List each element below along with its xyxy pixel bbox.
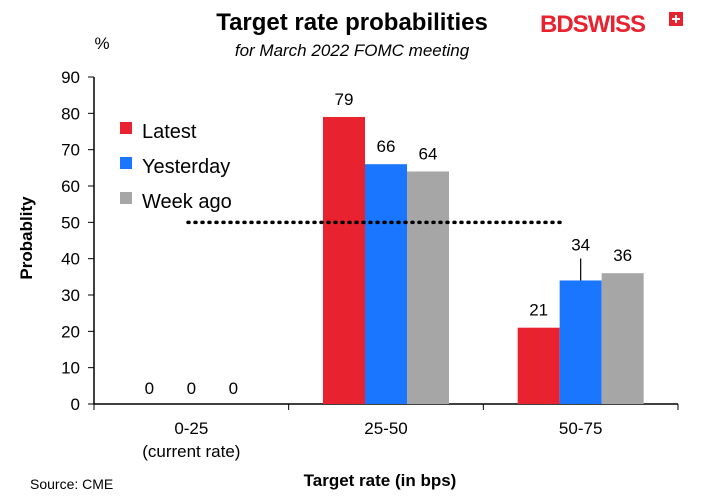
legend-swatch <box>120 157 132 169</box>
bar <box>407 171 449 404</box>
y-axis-unit: % <box>94 34 109 53</box>
legend-swatch <box>120 192 132 204</box>
x-tick-label: 0-25 <box>174 419 208 438</box>
legend-swatch <box>120 122 132 134</box>
data-label: 36 <box>613 246 632 265</box>
data-label: 34 <box>571 235 590 254</box>
bar <box>517 327 560 404</box>
y-axis-label: Probablity <box>17 196 36 280</box>
chart-legend: Latest Yesterday Week ago <box>120 121 232 213</box>
data-label: 21 <box>529 301 548 320</box>
bar <box>323 116 365 404</box>
data-label: 64 <box>419 144 438 163</box>
bar <box>365 164 407 404</box>
chart-subtitle: for March 2022 FOMC meeting <box>235 41 470 60</box>
source-note: Source: CME <box>30 476 113 492</box>
chart-bars <box>323 116 644 404</box>
bar <box>601 273 644 404</box>
data-label: 66 <box>377 137 396 156</box>
y-tick-label: 90 <box>61 68 80 87</box>
y-tick-label: 10 <box>61 359 80 378</box>
bar <box>559 280 602 404</box>
y-tick-label: 60 <box>61 177 80 196</box>
y-tick-label: 50 <box>61 213 80 232</box>
y-tick-label: 0 <box>71 395 80 414</box>
legend-label: Yesterday <box>142 156 230 178</box>
y-tick-label: 40 <box>61 250 80 269</box>
x-tick-label: 25-50 <box>364 419 407 438</box>
x-tick-label: 50-75 <box>559 419 602 438</box>
y-tick-label: 70 <box>61 141 80 160</box>
y-tick-label: 20 <box>61 322 80 341</box>
brand-logo: BDSWISS <box>540 11 683 38</box>
data-label: 0 <box>187 379 196 398</box>
data-label: 79 <box>335 90 354 109</box>
data-label: 0 <box>229 379 238 398</box>
brand-plus-v <box>675 15 677 23</box>
chart-axes: 0 10 20 30 40 50 60 70 80 90 0-25 (current rate) 25-… <box>61 68 679 461</box>
chart-data-labels: 0 79 21 0 66 34 0 64 36 <box>145 90 633 398</box>
legend-label: Latest <box>142 121 197 143</box>
chart-title: Target rate probabilities <box>216 9 488 36</box>
y-tick-label: 30 <box>61 286 80 305</box>
brand-logo-swiss: SWISS <box>573 11 646 38</box>
y-tick-label: 80 <box>61 104 80 123</box>
brand-logo-text: BDSWISS <box>540 11 646 38</box>
brand-logo-bd: BD <box>540 11 573 38</box>
x-tick-label: (current rate) <box>142 442 240 461</box>
x-axis-label: Target rate (in bps) <box>304 471 457 490</box>
data-label: 0 <box>145 379 154 398</box>
legend-label: Week ago <box>142 191 232 213</box>
